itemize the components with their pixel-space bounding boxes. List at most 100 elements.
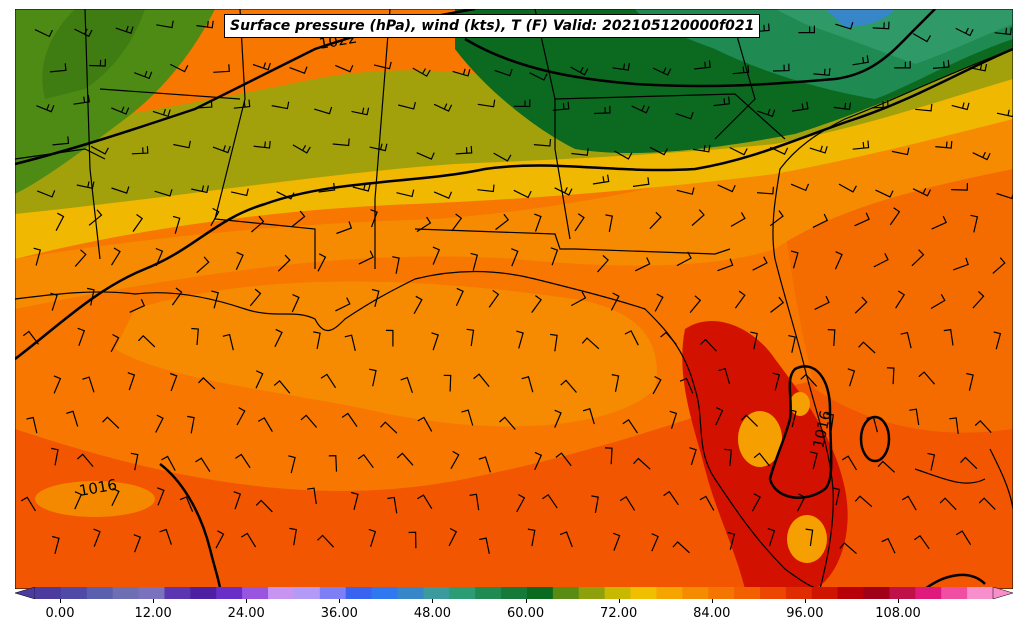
wind-barb (77, 453, 94, 467)
wind-barb (352, 183, 371, 192)
wind-barb (611, 374, 620, 392)
wind-barb (675, 112, 694, 120)
olive-temperature-band (15, 29, 1013, 214)
wind-barb (320, 373, 337, 389)
wind-barb (53, 375, 62, 394)
wind-barb (416, 216, 432, 233)
wind-barb (935, 141, 953, 149)
wind-barb (452, 68, 471, 77)
wind-barb (943, 328, 954, 346)
wind-barb (533, 138, 552, 147)
wind-barb (591, 495, 599, 514)
wind-barb (129, 299, 146, 313)
wind-barb (555, 452, 572, 467)
wind-barb (560, 379, 577, 393)
wind-barb (930, 294, 946, 310)
wind-barb (22, 330, 39, 345)
colorbar-tick (711, 599, 713, 603)
wind-barb (274, 328, 283, 348)
wind-barb (230, 188, 249, 197)
wind-barb (470, 252, 479, 271)
wind-barb (400, 376, 413, 393)
wind-barb (881, 537, 896, 554)
wind-barb (550, 333, 558, 352)
wind-barb (328, 454, 338, 472)
wind-barb (291, 294, 300, 313)
wind-barb (236, 407, 246, 426)
wind-barb (156, 20, 174, 29)
wind-barb (649, 211, 662, 230)
wind-barb (913, 534, 930, 550)
wind-barb (494, 68, 513, 77)
wind-barb (912, 33, 932, 43)
wind-barb (74, 491, 83, 510)
wind-barb (978, 497, 996, 510)
wind-barb (694, 60, 711, 70)
wind-barb (960, 456, 978, 470)
wind-barb (157, 487, 165, 506)
wind-barb (195, 457, 211, 473)
wind-barb (932, 59, 950, 69)
wind-barb (531, 295, 542, 313)
wind-barb (82, 376, 95, 393)
wind-barb (477, 99, 496, 108)
wind-barb (276, 191, 295, 200)
wind-barb (271, 101, 290, 110)
wind-barb (511, 248, 519, 267)
wind-barb (951, 102, 970, 111)
wind-barb (966, 372, 974, 391)
wind-barb (387, 496, 398, 514)
wind-barb (873, 253, 889, 268)
wind-barb (179, 496, 194, 512)
wind-barb (36, 190, 56, 198)
wind-barb (534, 451, 543, 471)
wind-barb (235, 251, 244, 271)
wind-barb (915, 103, 933, 112)
wind-barb (257, 417, 273, 433)
wind-barb (605, 214, 614, 233)
wind-barb (992, 257, 1006, 274)
wind-barb (753, 452, 770, 467)
wind-barb (477, 184, 495, 193)
wind-barb (137, 334, 156, 348)
wind-barb (433, 103, 453, 112)
yellow-temperature-band (15, 69, 1013, 259)
colorbar-tick (525, 599, 527, 603)
wind-barb (211, 290, 219, 309)
wind-barb (152, 108, 171, 118)
wind-barb (691, 209, 705, 226)
wind-barb (461, 409, 474, 426)
wind-barb (369, 143, 388, 152)
wind-barb (277, 254, 291, 272)
wind-barb (74, 28, 93, 38)
wind-barb (699, 338, 717, 352)
wind-barb (732, 65, 750, 75)
wind-barb (772, 63, 790, 72)
wind-barb (676, 187, 695, 195)
wind-barb (336, 221, 353, 235)
wind-barb (854, 212, 870, 227)
colorbar-tick-label: 96.00 (786, 606, 824, 621)
wind-barb (115, 25, 134, 34)
wind-barb (891, 147, 910, 156)
wind-barb (814, 295, 830, 310)
colorbar-tick-label: 72.00 (600, 606, 638, 621)
wind-barb (717, 258, 734, 272)
wind-barb (970, 214, 979, 233)
wind-barb (173, 140, 191, 149)
wind-barb (516, 493, 526, 513)
wind-barb (729, 146, 748, 156)
wind-barb (931, 215, 948, 230)
wind-barb (809, 145, 828, 154)
wind-barb (660, 331, 677, 345)
wind-barb (196, 20, 214, 29)
wind-barb (52, 535, 60, 554)
wind-barb (111, 106, 130, 115)
wind-barb (111, 487, 120, 507)
wind-barb (832, 487, 841, 506)
wind-barb (894, 60, 911, 69)
wind-barb (767, 528, 776, 547)
wind-barb (55, 212, 65, 231)
wind-barb (255, 499, 273, 513)
wind-barb (614, 150, 633, 160)
